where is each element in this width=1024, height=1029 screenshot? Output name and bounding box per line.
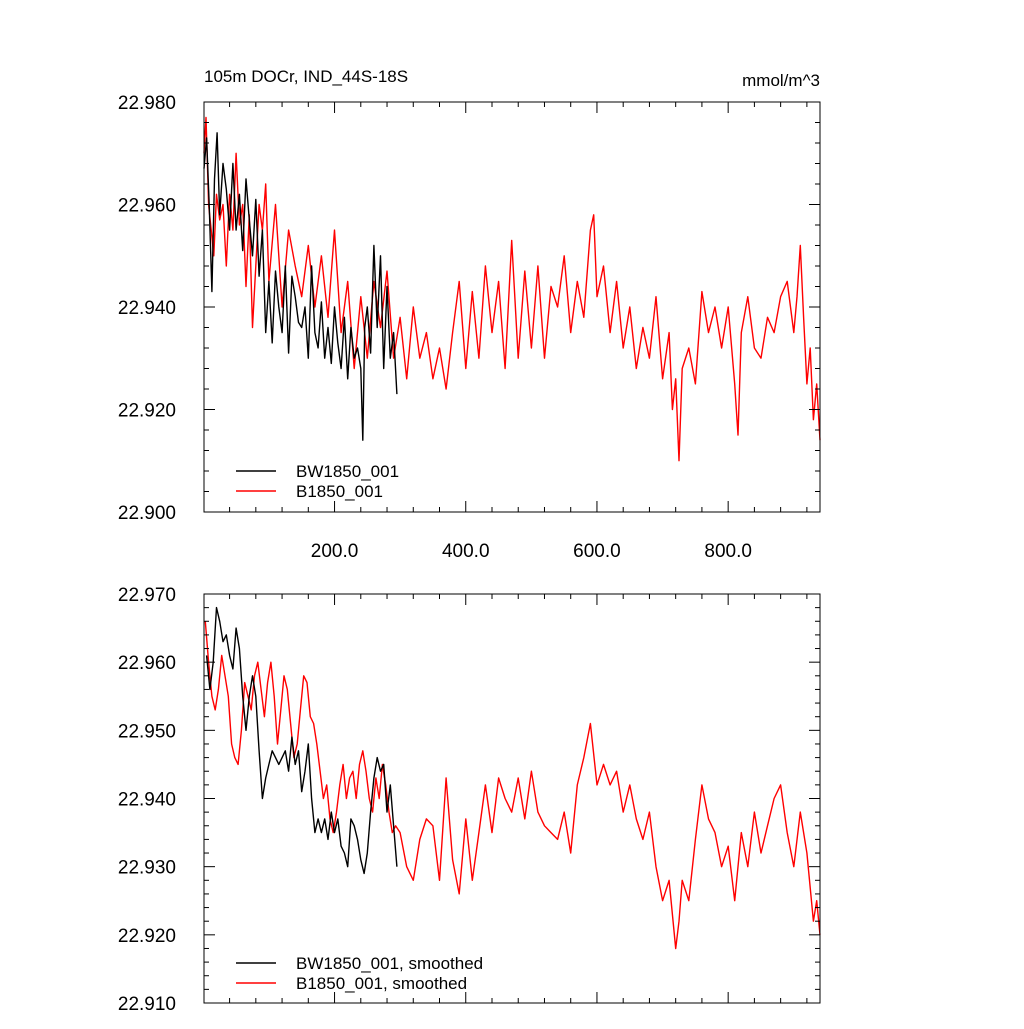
top-panel-units: mmol/m^3 — [742, 71, 820, 90]
bottom-plot-frame — [203, 593, 821, 1004]
top-series-line-black — [203, 132, 398, 441]
bottom-ytick-label: 22.950 — [118, 721, 176, 742]
bottom-legend: BW1850_001, smoothed B1850_001, smoothed — [236, 954, 483, 993]
top-series-layer — [203, 116, 821, 462]
legend-label-b1850-smoothed: B1850_001, smoothed — [296, 974, 467, 993]
top-panel: 105m DOCr, IND_44S-18S mmol/m^3 22.90022… — [118, 67, 821, 562]
top-ticks-layer: 22.900 22.920 22.940 22.960 22.980 200.0 400.0… — [118, 93, 820, 562]
bottom-ytick-label: 22.910 — [118, 994, 176, 1015]
bottom-panel: 22.910 22.920 22.930 22.940 22.950 22.960 22.9… — [118, 585, 821, 1015]
legend-label-bw1850-smoothed: BW1850_001, smoothed — [296, 954, 483, 973]
bottom-series-layer — [204, 606, 821, 950]
bottom-ytick-label: 22.940 — [118, 790, 176, 811]
top-ytick-label: 22.940 — [118, 298, 176, 319]
top-plot-frame — [203, 101, 821, 513]
top-ytick-label: 22.920 — [118, 401, 176, 422]
top-ytick-label: 22.900 — [118, 503, 176, 524]
top-panel-title: 105m DOCr, IND_44S-18S — [204, 67, 408, 86]
legend-label-bw1850: BW1850_001 — [296, 462, 399, 481]
bottom-ticks-layer: 22.910 22.920 22.930 22.940 22.950 22.960 22.9… — [118, 585, 820, 1015]
top-xtick-label: 400.0 — [442, 541, 490, 562]
bottom-series-line-black — [205, 606, 398, 875]
top-legend: BW1850_001 B1850_001 — [236, 462, 399, 501]
top-series-line-red — [203, 116, 821, 462]
legend-label-b1850: B1850_001 — [296, 482, 383, 501]
bottom-ytick-label: 22.970 — [118, 585, 176, 606]
top-xtick-label: 600.0 — [573, 541, 621, 562]
bottom-series-line-red — [204, 621, 821, 950]
bottom-ytick-label: 22.930 — [118, 858, 176, 879]
top-ytick-label: 22.980 — [118, 93, 176, 114]
bottom-ytick-label: 22.920 — [118, 926, 176, 947]
top-xtick-label: 800.0 — [704, 541, 752, 562]
top-ytick-label: 22.960 — [118, 196, 176, 217]
top-xtick-label: 200.0 — [311, 541, 359, 562]
bottom-ytick-label: 22.960 — [118, 653, 176, 674]
